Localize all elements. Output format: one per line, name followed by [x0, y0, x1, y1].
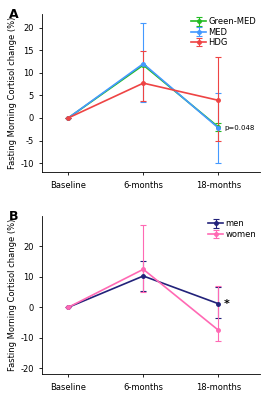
Y-axis label: Fasting Morning Cortisol change (%): Fasting Morning Cortisol change (%) — [8, 17, 17, 169]
Legend: Green-MED, MED, HDG: Green-MED, MED, HDG — [190, 16, 257, 48]
Text: B: B — [9, 210, 19, 223]
Text: p=0.048: p=0.048 — [224, 125, 255, 131]
Text: *: * — [224, 299, 229, 309]
Text: A: A — [9, 8, 19, 21]
Legend: men, women: men, women — [207, 218, 257, 240]
Y-axis label: Fasting Morning Cortisol change (%): Fasting Morning Cortisol change (%) — [8, 219, 17, 371]
